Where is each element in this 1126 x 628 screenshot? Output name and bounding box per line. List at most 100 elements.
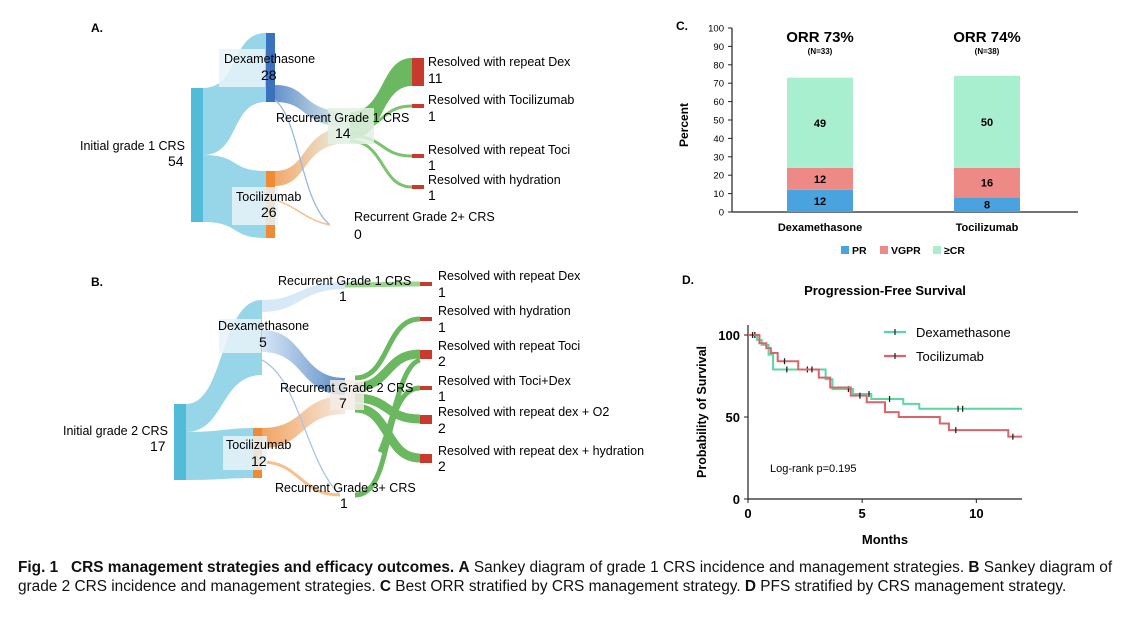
panel-label-b: B. — [91, 275, 103, 289]
bar-data-label: 12 — [814, 174, 826, 186]
sankey-b-label-bg-dex — [219, 319, 261, 353]
bar-c-legend-label: VGPR — [891, 245, 921, 257]
sankey-a-label-bg-rec — [328, 108, 374, 144]
bar-c-y-tick-label: 70 — [713, 79, 724, 90]
panel-label-d: D. — [682, 273, 694, 287]
km-d-curves — [748, 332, 1022, 440]
caption-text-c: Best ORR stratified by CRS management st… — [391, 578, 741, 595]
sankey-a-value-out2: 1 — [428, 108, 436, 124]
sankey-b-label-o5: Resolved with repeat dex + O2 — [438, 405, 609, 419]
sankey-b-link-o3-cross — [377, 357, 422, 454]
km-d-legend: Dexamethasone Tocilizumab — [884, 325, 1011, 364]
sankey-b-label-recC: Recurrent Grade 3+ CRS — [275, 481, 416, 495]
sankey-b-label-toci: Tocilizumab — [226, 438, 291, 452]
bar-c-bars: 12 12 49 Dexamethasone ORR 73%(N=33) 8 16 50 Toc… — [778, 29, 1021, 234]
sankey-b-link-recA-o1 — [344, 281, 421, 288]
sankey-b-link-dex-recC — [261, 359, 341, 496]
sankey-b-label-o3: Resolved with repeat Toci — [438, 339, 580, 353]
caption-text-b: Sankey diagram of grade 2 CRS incidence … — [18, 559, 1113, 595]
sankey-b-value-dex: 5 — [259, 334, 267, 350]
bar-c-y-tick-label: 80 — [713, 60, 724, 71]
bar-c-y-tick-label: 20 — [713, 171, 724, 182]
sankey-a-label-toci: Tocilizumab — [236, 190, 301, 204]
sankey-b-value-recA: 1 — [339, 288, 347, 304]
bar-segment — [787, 167, 853, 190]
sankey-a-label-rec2: Recurrent Grade 2+ CRS — [354, 210, 495, 224]
sankey-a-node-out4 — [412, 185, 424, 189]
km-d-x-label: Months — [862, 532, 908, 547]
km-d-y-label: Probability of Survival — [695, 346, 709, 478]
sankey-a: A. Initial grade 1 CRS 54 Dexamethasone — [80, 21, 574, 242]
km-d-x-tick-label: 10 — [969, 506, 983, 521]
bar-c-legend-swatch — [880, 246, 888, 254]
sankey-b-value-o6: 2 — [438, 458, 446, 474]
bar-data-label: 8 — [984, 200, 990, 212]
caption-letter-d: D — [744, 578, 756, 595]
bar-c-category-label: Tocilizumab — [956, 222, 1019, 234]
km-d-y-tick-label: 0 — [733, 492, 740, 507]
bar-c-y-tick-label: 40 — [713, 134, 724, 145]
sankey-b-node-o5 — [420, 415, 432, 424]
bar-c-y-ticks: 0 10 20 30 40 50 60 70 80 90 100 — [708, 24, 732, 219]
sankey-b-link-toci-recB — [262, 396, 345, 448]
figure-caption: Fig. 1 CRS management strategies and eff… — [18, 558, 1113, 596]
sankey-b-value-o2: 1 — [438, 319, 446, 335]
bar-c-y-tick-label: 30 — [713, 152, 724, 163]
bar-c-header-sub: (N=33) — [808, 47, 833, 56]
bar-segment — [954, 75, 1020, 168]
sankey-b-value-o5: 2 — [438, 420, 446, 436]
bar-segment — [787, 77, 853, 168]
sankey-b-label-bg-recB — [330, 380, 364, 410]
sankey-a-link-dex-rec2 — [274, 99, 331, 226]
sankey-a-value-rec2: 0 — [354, 226, 362, 242]
sankey-b-value-toci: 12 — [251, 453, 267, 469]
sankey-b-link-recB-o5 — [354, 393, 421, 424]
sankey-b-link-dex-recB — [262, 330, 345, 395]
sankey-a-value-toci: 26 — [261, 204, 277, 220]
sankey-a-value-out3: 1 — [428, 157, 436, 173]
sankey-a-link-toci-rec2 — [274, 199, 331, 226]
sankey-b-value-root: 17 — [150, 438, 166, 454]
sankey-a-label-out4: Resolved with hydration — [428, 173, 561, 187]
bar-c-legend-swatch — [841, 246, 849, 254]
km-d-y-tick-label: 50 — [726, 410, 740, 425]
bar-data-label: 50 — [981, 117, 993, 129]
sankey-a-label-out3: Resolved with repeat Toci — [428, 143, 570, 157]
sankey-b-value-o4: 1 — [438, 388, 446, 404]
sankey-a-label-bg-toci — [232, 187, 278, 225]
sankey-a-node-dex — [266, 33, 275, 102]
sankey-b-node-root — [174, 404, 186, 480]
bar-c-y-tick-label: 100 — [708, 24, 724, 35]
km-d-y-tick-label: 100 — [718, 328, 740, 343]
bar-segment — [787, 189, 853, 212]
km-legend-label: Dexamethasone — [916, 325, 1011, 340]
km-curve — [748, 334, 1022, 438]
bar-c-y-tick-label: 50 — [713, 116, 724, 127]
bar-c-legend-label: PR — [852, 245, 867, 257]
sankey-b-label-recB: Recurrent Grade 2 CRS — [280, 381, 413, 395]
sankey-b-label-bg-toci — [223, 436, 267, 470]
sankey-b-label-o1: Resolved with repeat Dex — [438, 269, 581, 283]
caption-text-a: Sankey diagram of grade 1 CRS incidence … — [469, 559, 965, 576]
sankey-b-label-root: Initial grade 2 CRS — [63, 424, 168, 438]
sankey-a-label-out1: Resolved with repeat Dex — [428, 55, 571, 69]
bar-chart-c: C. Percent 0 10 20 30 40 50 60 70 80 90 100 12 12 49… — [676, 19, 1078, 257]
sankey-b-label-o4: Resolved with Toci+Dex — [438, 374, 572, 388]
sankey-a-label-dex: Dexamethasone — [224, 52, 315, 66]
sankey-a-node-out2 — [412, 104, 424, 108]
bar-c-header-title: ORR 73% — [786, 29, 854, 46]
caption-fig-label: Fig. 1 — [18, 559, 59, 576]
caption-title: CRS management strategies and efficacy o… — [71, 559, 455, 576]
bar-c-legend: PR VGPR ≥CR — [841, 245, 965, 257]
caption-letter-b: B — [968, 559, 980, 576]
bar-c-legend-swatch — [933, 246, 941, 254]
bar-c-y-tick-label: 60 — [713, 97, 724, 108]
sankey-a-label-rec1: Recurrent Grade 1 CRS — [276, 111, 409, 125]
km-d-annotation: Log-rank p=0.195 — [770, 463, 857, 475]
bar-data-label: 12 — [814, 196, 826, 208]
sankey-b-link-recC-o4 — [354, 385, 421, 498]
sankey-a-node-out1 — [412, 58, 424, 86]
sankey-b-value-o1: 1 — [438, 284, 446, 300]
caption-letter-a: A — [458, 559, 470, 576]
sankey-b-label-recA: Recurrent Grade 1 CRS — [278, 274, 411, 288]
